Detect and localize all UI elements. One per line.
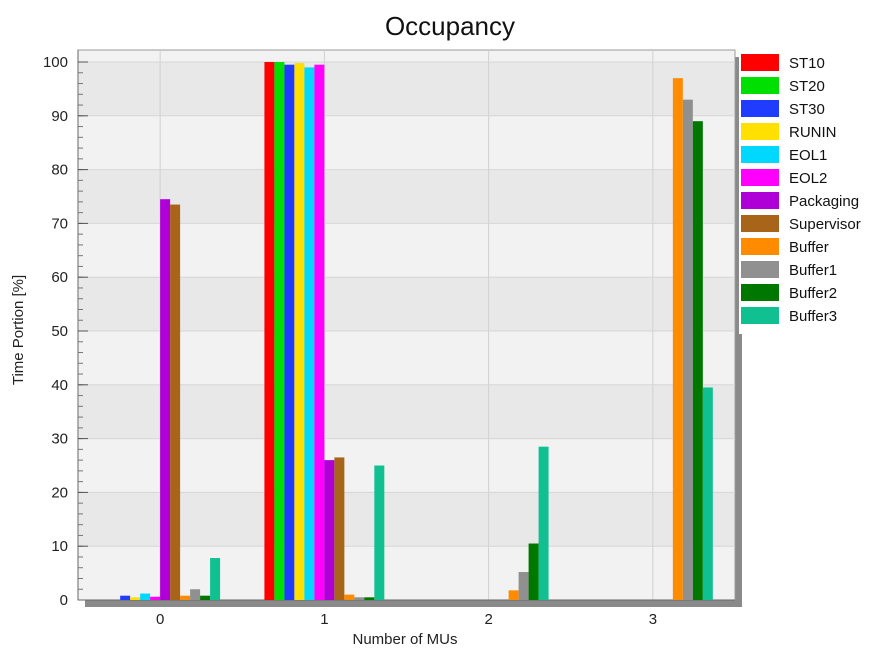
bar-buffer1 (354, 597, 365, 600)
bar-st20 (274, 62, 285, 600)
legend-label: RUNIN (789, 124, 837, 141)
bar-eol2 (314, 64, 325, 600)
bar-st10 (264, 62, 275, 600)
legend-label: Buffer3 (789, 308, 837, 325)
legend-swatch (741, 123, 779, 140)
legend-swatch (741, 192, 779, 209)
y-tick-label: 60 (51, 269, 68, 286)
legend-label: Supervisor (789, 216, 861, 233)
y-axis: 0 10 20 30 40 50 60 70 80 90 100 (43, 50, 88, 609)
legend-label: ST30 (789, 101, 825, 118)
legend-label: Packaging (789, 193, 859, 210)
x-tick-label: 1 (320, 611, 328, 628)
bar-buffer1 (682, 99, 693, 600)
x-tick-label: 0 (156, 611, 164, 628)
bar-st30 (120, 595, 131, 600)
legend-swatch (741, 284, 779, 301)
y-tick-label: 80 (51, 162, 68, 179)
legend-label: Buffer2 (789, 285, 837, 302)
legend-swatch (741, 169, 779, 186)
legend-swatch (741, 146, 779, 163)
y-tick-label: 20 (51, 484, 68, 501)
y-tick-label: 70 (51, 215, 68, 232)
bar-eol1 (304, 67, 315, 600)
bar-buffer (672, 78, 683, 600)
y-tick-label: 0 (60, 592, 68, 609)
legend-label: Buffer1 (789, 262, 837, 279)
legend-swatch (741, 215, 779, 232)
grid-band (79, 277, 734, 331)
bar-buffer (508, 590, 519, 600)
grid-band (79, 169, 734, 224)
legend-label: ST20 (789, 78, 825, 95)
bar-buffer2 (200, 595, 211, 600)
legend: ST10 ST20 ST30 RUNIN EOL1 EOL2 Packaging Superv… (739, 50, 876, 334)
bar-buffer (180, 595, 191, 600)
plot-area (77, 49, 742, 607)
bar-runin (130, 597, 141, 600)
bar-st30 (284, 64, 295, 600)
x-tick-label: 3 (649, 611, 657, 628)
bar-packaging (160, 199, 171, 600)
legend-swatch (741, 307, 779, 324)
bar-buffer3 (210, 558, 221, 600)
legend-label: ST10 (789, 55, 825, 72)
y-axis-label: Time Portion [%] (10, 275, 27, 385)
bar-eol2 (150, 596, 161, 600)
bar-buffer (344, 594, 355, 600)
bar-supervisor (334, 457, 345, 600)
legend-label: EOL2 (789, 170, 827, 187)
legend-label: Buffer (789, 239, 829, 256)
x-tick-label: 2 (484, 611, 492, 628)
bar-supervisor (170, 204, 181, 600)
legend-swatch (741, 100, 779, 117)
legend-swatch (741, 261, 779, 278)
bar-buffer2 (528, 543, 539, 600)
y-tick-label: 40 (51, 377, 68, 394)
y-tick-label: 100 (43, 54, 68, 71)
y-tick-label: 30 (51, 431, 68, 448)
bars (120, 62, 713, 601)
chart-title: Occupancy (385, 11, 515, 41)
legend-swatch (741, 54, 779, 71)
legend-label: EOL1 (789, 147, 827, 164)
x-axis-label: Number of MUs (352, 631, 457, 648)
y-tick-label: 90 (51, 108, 68, 125)
bar-runin (294, 63, 305, 601)
bar-buffer2 (364, 597, 375, 600)
bar-eol1 (140, 593, 151, 600)
y-tick-label: 50 (51, 323, 68, 340)
legend-swatch (741, 77, 779, 94)
legend-swatch (741, 238, 779, 255)
grid-band (79, 384, 734, 439)
y-tick-label: 10 (51, 538, 68, 555)
bar-buffer3 (374, 465, 385, 600)
bar-buffer3 (702, 387, 713, 600)
bar-buffer2 (692, 121, 703, 601)
grid-band (79, 492, 734, 547)
grid-band (79, 62, 734, 116)
bar-packaging (324, 460, 335, 600)
bar-buffer3 (538, 446, 549, 600)
bar-buffer1 (518, 572, 529, 600)
bar-buffer1 (190, 589, 201, 600)
